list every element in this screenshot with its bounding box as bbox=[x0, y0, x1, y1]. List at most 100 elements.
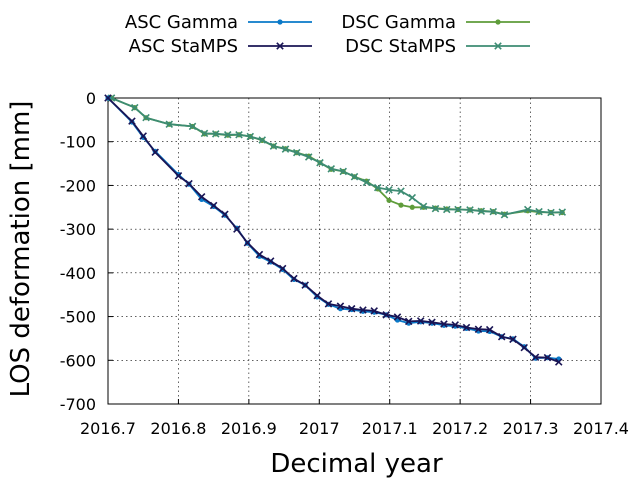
data-point-dsc-stamps bbox=[246, 132, 255, 141]
grid-lines bbox=[107, 97, 602, 405]
data-point-asc-stamps bbox=[266, 257, 275, 265]
data-point-asc-stamps bbox=[221, 210, 229, 219]
data-point-asc-stamps bbox=[554, 358, 563, 366]
series-line-asc-gamma bbox=[107, 97, 559, 360]
x-tick-label: 2016.8 bbox=[150, 419, 206, 438]
data-point-asc-stamps bbox=[255, 250, 264, 259]
series-line-dsc-gamma bbox=[111, 97, 563, 216]
y-axis-title: LOS deformation [mm] bbox=[6, 101, 36, 398]
data-point-asc-stamps bbox=[243, 238, 252, 247]
y-tick-label: -700 bbox=[60, 395, 96, 414]
x-tick-label: 2016.9 bbox=[221, 419, 277, 438]
x-tick-label: 2017.3 bbox=[503, 419, 559, 438]
plot-area-frame bbox=[107, 97, 602, 405]
data-point-asc-stamps bbox=[531, 353, 540, 361]
data-point-asc-stamps bbox=[185, 179, 193, 188]
x-axis-title: Decimal year bbox=[270, 449, 443, 479]
data-point-asc-stamps bbox=[359, 306, 367, 314]
data-point-asc-stamps bbox=[440, 320, 448, 328]
legend-entry-dsc-gamma: DSC Gamma bbox=[341, 12, 530, 33]
data-point-asc-stamps bbox=[497, 332, 506, 341]
data-point-dsc-stamps bbox=[316, 158, 324, 167]
data-point-asc-stamps bbox=[128, 117, 136, 125]
legend-entry-asc-stamps: ASC StaMPS bbox=[129, 36, 312, 57]
data-point-asc-stamps bbox=[233, 225, 241, 233]
data-point-dsc-stamps bbox=[489, 207, 498, 216]
x-tick-label: 2017.2 bbox=[432, 419, 488, 438]
y-tick-label: -100 bbox=[60, 133, 96, 152]
data-point-dsc-stamps bbox=[385, 186, 393, 194]
data-point-asc-stamps bbox=[474, 325, 483, 334]
data-point-asc-stamps bbox=[278, 264, 287, 273]
data-point-asc-stamps bbox=[382, 311, 390, 319]
data-point-asc-stamps bbox=[174, 172, 183, 180]
series-asc-gamma bbox=[105, 95, 562, 362]
legend: ASC Gamma ASC StaMPS DSC Gamma DSC StaMPS bbox=[125, 12, 530, 57]
data-point-dsc-stamps bbox=[373, 183, 382, 192]
data-point-dsc-stamps bbox=[523, 205, 532, 214]
data-point-dsc-stamps bbox=[142, 113, 150, 122]
data-point-asc-stamps bbox=[543, 353, 552, 362]
legend-label: ASC StaMPS bbox=[129, 36, 238, 57]
data-point-dsc-stamps bbox=[130, 103, 139, 112]
data-point-dsc-stamps bbox=[223, 130, 232, 139]
data-point-dsc-stamps bbox=[281, 145, 290, 153]
x-tick-label: 2017 bbox=[299, 419, 340, 438]
x-tick-label: 2016.7 bbox=[80, 419, 136, 438]
x-tick-label: 2017.4 bbox=[573, 419, 629, 438]
data-point-dsc-stamps bbox=[500, 210, 509, 219]
data-point-dsc-stamps bbox=[269, 142, 278, 150]
data-point-asc-stamps bbox=[370, 307, 378, 315]
data-point-dsc-stamps bbox=[535, 207, 543, 216]
data-point-dsc-gamma bbox=[409, 204, 415, 210]
legend-swatch-marker bbox=[495, 19, 501, 25]
data-point-asc-stamps bbox=[139, 132, 147, 140]
data-point-dsc-stamps bbox=[188, 122, 197, 131]
y-tick-label: -300 bbox=[60, 220, 96, 239]
y-tick-label: -500 bbox=[60, 308, 96, 327]
series-dsc-gamma bbox=[108, 95, 565, 217]
legend-entry-dsc-stamps: DSC StaMPS bbox=[345, 36, 530, 57]
data-point-dsc-stamps bbox=[419, 202, 428, 211]
data-point-dsc-stamps bbox=[339, 167, 347, 176]
data-point-asc-stamps bbox=[520, 343, 528, 352]
data-point-dsc-stamps bbox=[350, 172, 359, 181]
data-point-asc-stamps bbox=[462, 323, 471, 332]
data-series bbox=[104, 94, 567, 366]
data-point-dsc-stamps bbox=[558, 208, 567, 216]
data-point-asc-stamps bbox=[428, 318, 436, 327]
data-point-dsc-stamps bbox=[200, 129, 209, 138]
data-point-dsc-stamps bbox=[235, 130, 243, 139]
data-point-asc-stamps bbox=[290, 274, 298, 283]
data-point-dsc-stamps bbox=[258, 136, 267, 144]
data-point-dsc-stamps bbox=[454, 205, 462, 214]
y-tick-label: -200 bbox=[60, 176, 96, 195]
data-point-dsc-stamps bbox=[431, 204, 440, 213]
data-point-dsc-stamps bbox=[547, 208, 555, 217]
series-line-asc-stamps bbox=[107, 97, 560, 363]
x-tick-label: 2017.1 bbox=[362, 419, 418, 438]
y-tick-label: -600 bbox=[60, 351, 96, 370]
data-point-dsc-stamps bbox=[165, 120, 174, 128]
data-point-asc-stamps bbox=[301, 281, 309, 289]
legend-entry-asc-gamma: ASC Gamma bbox=[125, 12, 312, 33]
legend-swatch-marker bbox=[494, 42, 502, 50]
axis-ticks: 2016.7 2016.8 2016.9 2017 2017.1 2017.2 2017.3… bbox=[60, 89, 629, 438]
data-point-dsc-stamps bbox=[466, 206, 474, 214]
data-point-asc-stamps bbox=[324, 300, 333, 308]
data-point-dsc-stamps bbox=[304, 153, 313, 161]
legend-swatch-marker bbox=[276, 42, 284, 50]
data-point-asc-stamps bbox=[313, 291, 321, 300]
data-point-dsc-gamma bbox=[386, 197, 392, 203]
data-point-asc-stamps bbox=[104, 94, 112, 102]
series-asc-stamps bbox=[104, 94, 563, 366]
data-point-asc-stamps bbox=[336, 302, 345, 310]
legend-label: ASC Gamma bbox=[125, 12, 238, 33]
data-point-dsc-stamps bbox=[397, 187, 405, 195]
legend-swatch-marker bbox=[277, 19, 283, 25]
data-point-asc-stamps bbox=[404, 317, 413, 326]
data-point-dsc-stamps bbox=[408, 193, 417, 202]
data-point-asc-stamps bbox=[151, 148, 159, 156]
y-tick-label: 0 bbox=[86, 89, 96, 108]
